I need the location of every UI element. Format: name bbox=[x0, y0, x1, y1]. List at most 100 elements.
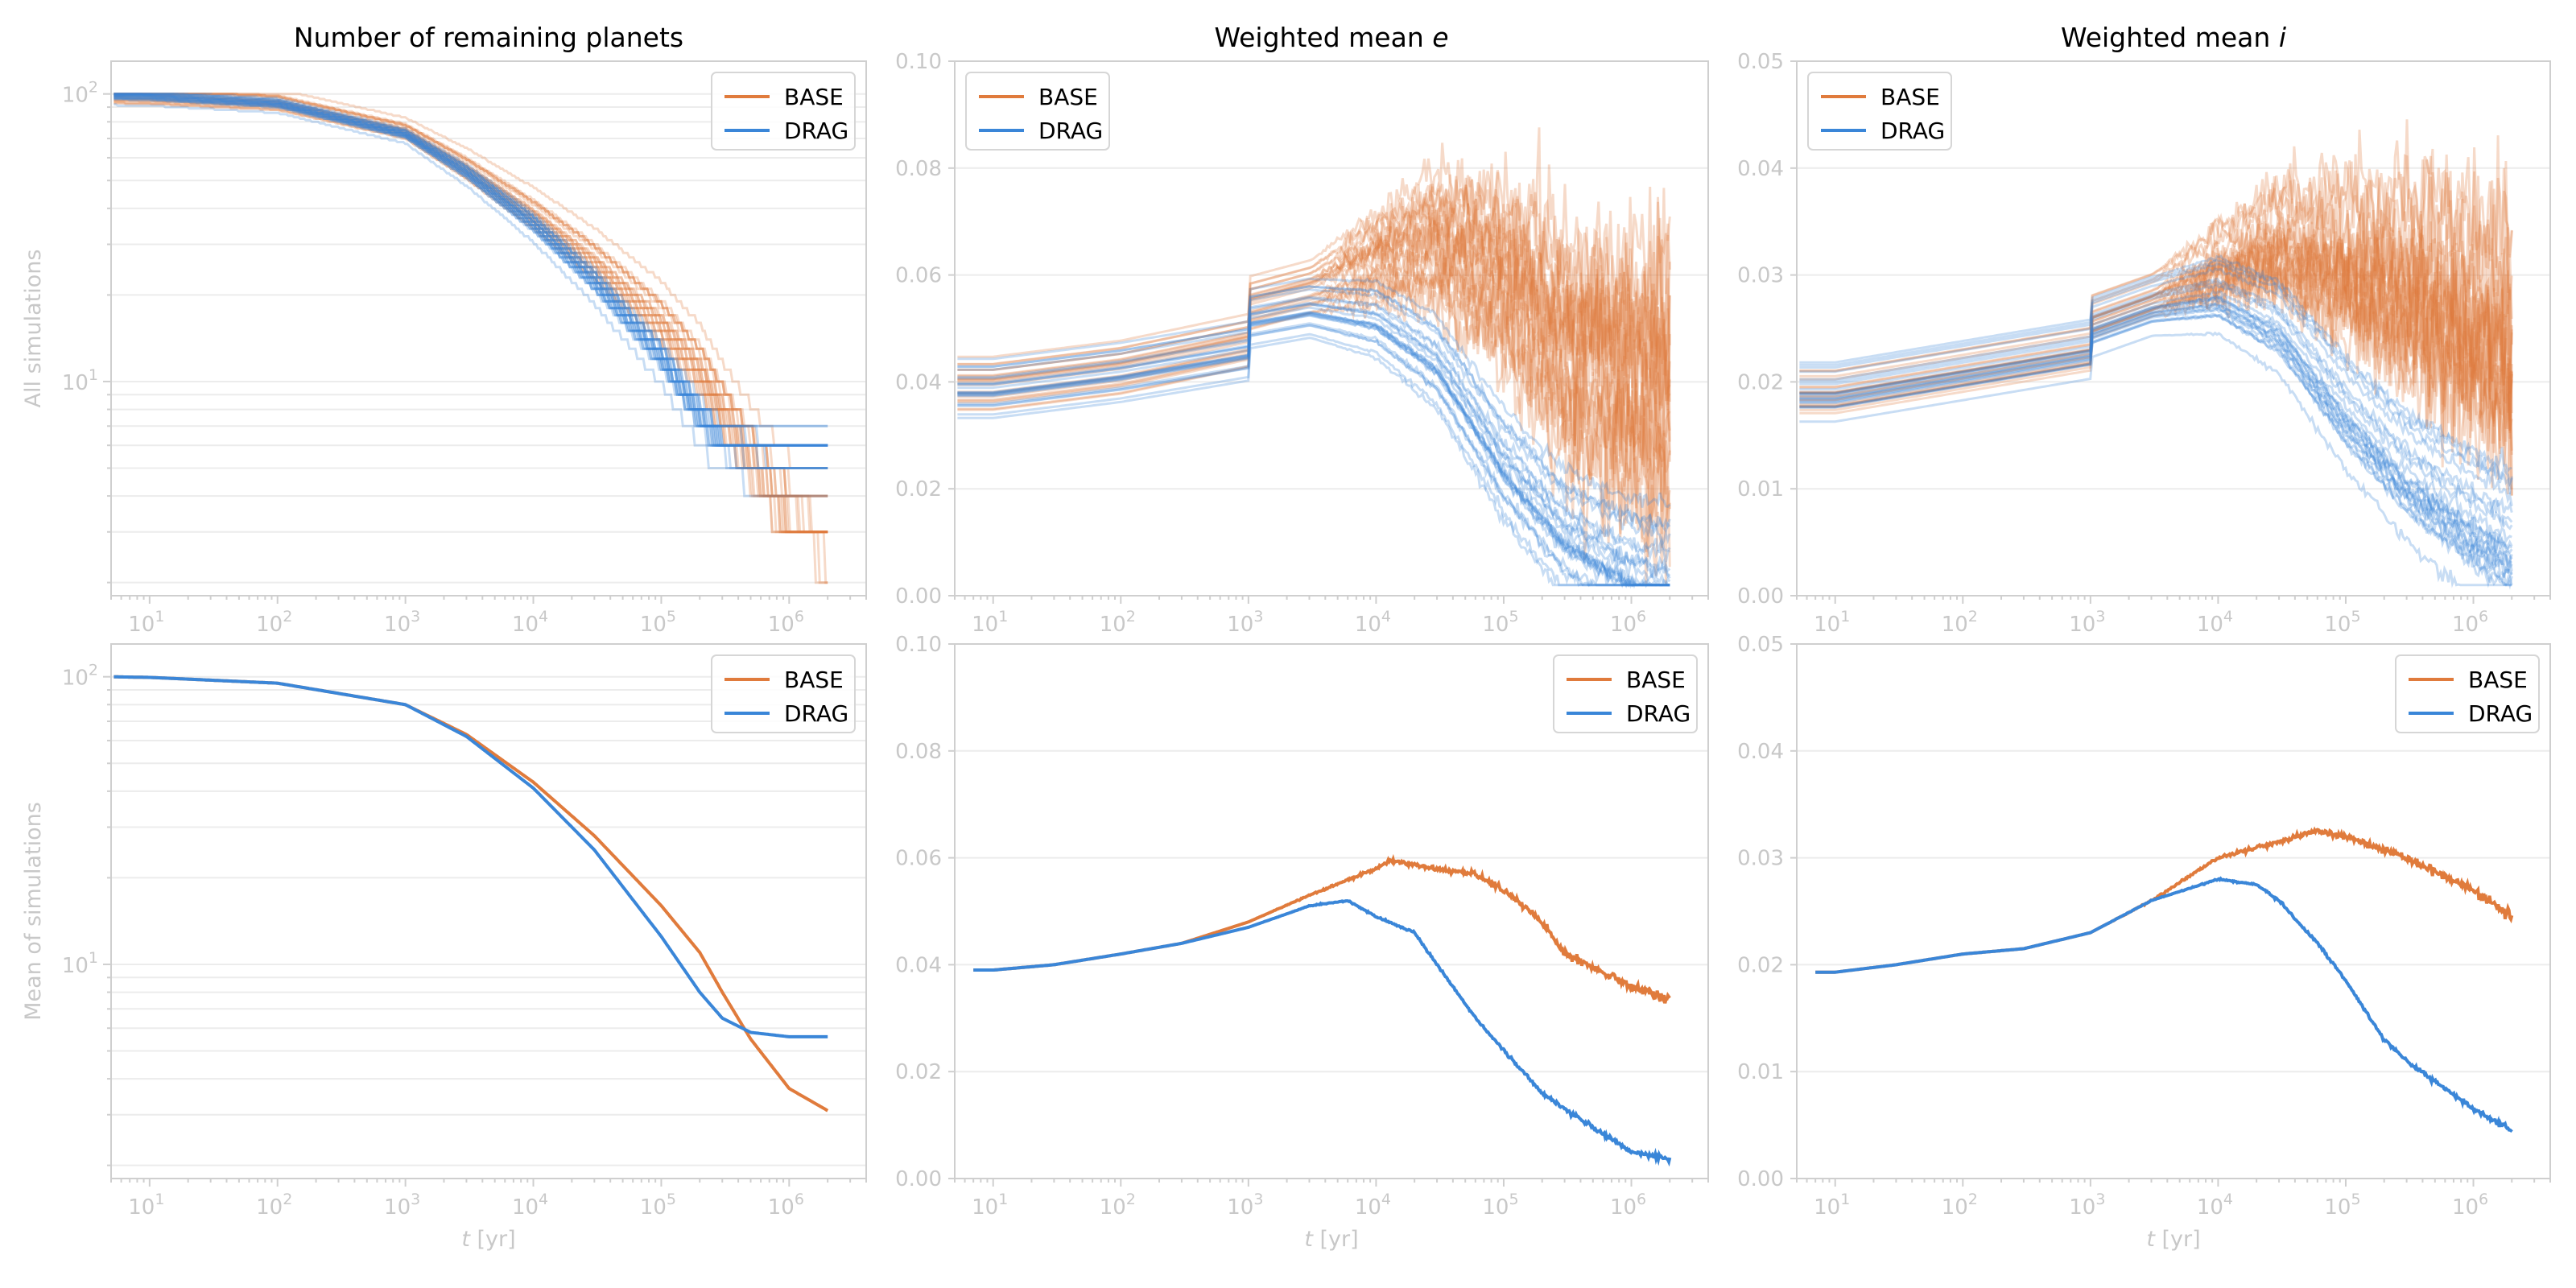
y-tick-label: 0.10 bbox=[895, 633, 942, 657]
run-line-base bbox=[957, 262, 1671, 558]
y-tick-label: 0.04 bbox=[895, 370, 942, 394]
run-line-base bbox=[114, 99, 828, 534]
x-tick-label: 104 bbox=[2197, 1191, 2233, 1220]
y-tick-label: 102 bbox=[62, 662, 98, 691]
x-tick-label: 105 bbox=[640, 608, 676, 637]
run-line-drag bbox=[114, 96, 828, 469]
run-line-drag bbox=[1799, 298, 2513, 560]
legend-label-base: BASE bbox=[1626, 667, 1686, 693]
y-tick-label: 0.08 bbox=[895, 740, 942, 764]
run-line-base bbox=[114, 100, 828, 584]
x-tick-label: 105 bbox=[1482, 1191, 1518, 1220]
grid bbox=[111, 93, 866, 584]
run-line-drag bbox=[114, 93, 828, 427]
plot-frame bbox=[1796, 643, 2551, 1179]
x-tick-label: 101 bbox=[972, 1191, 1008, 1220]
y-tick-label: 0.01 bbox=[1737, 477, 1784, 502]
legend: BASE DRAG bbox=[2395, 654, 2540, 733]
run-line-drag bbox=[957, 301, 1671, 574]
legend-label-drag: DRAG bbox=[1038, 118, 1103, 144]
legend-label-base: BASE bbox=[784, 84, 844, 110]
run-line-base bbox=[114, 93, 828, 534]
run-line-base bbox=[114, 96, 828, 534]
run-line-base bbox=[957, 227, 1671, 468]
plot-area bbox=[973, 853, 1672, 1167]
y-tick-label: 101 bbox=[62, 366, 98, 395]
run-line-drag bbox=[1799, 295, 2513, 554]
panel-title: Number of remaining planets bbox=[294, 22, 683, 53]
run-line-base bbox=[1799, 210, 2513, 394]
run-line-drag bbox=[957, 285, 1671, 534]
x-tick-label: 102 bbox=[1942, 1191, 1978, 1220]
y-axis: 0.00 0.01 0.02 0.03 0.04 0.05 bbox=[1737, 50, 1797, 609]
x-tick-label: 105 bbox=[1482, 608, 1518, 637]
x-axis: 101 102 103 104 105 106 bbox=[110, 1179, 867, 1220]
run-line-base bbox=[1799, 130, 2513, 372]
x-tick-label: 103 bbox=[384, 1191, 420, 1220]
mean-line-base bbox=[1815, 826, 2514, 974]
run-line-drag bbox=[1799, 303, 2512, 574]
run-line-base bbox=[114, 93, 828, 497]
y-tick-label: 0.02 bbox=[1737, 370, 1784, 394]
legend: BASE DRAG bbox=[1553, 654, 1698, 733]
run-line-drag bbox=[957, 303, 1671, 579]
run-line-drag bbox=[114, 93, 828, 447]
run-line-base bbox=[957, 196, 1671, 411]
run-line-drag bbox=[114, 97, 828, 469]
grid bbox=[1797, 749, 2550, 1073]
run-line-drag bbox=[957, 332, 1670, 587]
run-line-drag bbox=[957, 322, 1670, 587]
run-line-drag bbox=[114, 97, 828, 469]
y-axis-label: All simulations bbox=[21, 250, 46, 408]
run-line-drag bbox=[114, 93, 828, 447]
plot-area bbox=[114, 675, 829, 1113]
run-line-base bbox=[957, 234, 1671, 523]
run-line-drag bbox=[1799, 262, 2513, 495]
plot-area bbox=[957, 127, 1671, 589]
y-tick-label: 0.08 bbox=[895, 157, 942, 181]
run-line-base bbox=[114, 101, 828, 584]
plot-area bbox=[114, 93, 828, 584]
run-line-base bbox=[1799, 160, 2513, 381]
x-tick-label: 102 bbox=[1100, 1191, 1136, 1220]
x-tick-label: 102 bbox=[256, 1191, 292, 1220]
plot-frame bbox=[954, 60, 1709, 597]
x-axis-label: t [yr] bbox=[1304, 1227, 1358, 1252]
run-line-drag bbox=[1799, 283, 2513, 530]
y-tick-label: 0.03 bbox=[1737, 847, 1784, 871]
y-axis: 0.00 0.02 0.04 0.06 0.08 0.10 bbox=[895, 50, 955, 609]
run-line-drag bbox=[1799, 331, 2512, 588]
legend-label-base: BASE bbox=[1880, 84, 1940, 110]
x-tick-label: 101 bbox=[1814, 1191, 1850, 1220]
legend-label-drag: DRAG bbox=[1880, 118, 1945, 144]
y-tick-label: 0.00 bbox=[1737, 584, 1784, 609]
panel-title: Weighted mean i bbox=[2061, 22, 2286, 53]
y-axis-label: Mean of simulations bbox=[21, 802, 46, 1021]
y-tick-label: 0.06 bbox=[895, 847, 942, 871]
x-tick-label: 101 bbox=[128, 608, 164, 637]
run-line-drag bbox=[114, 97, 828, 469]
run-line-base bbox=[957, 184, 1671, 407]
run-line-drag bbox=[1799, 294, 2513, 550]
y-tick-label: 0.01 bbox=[1737, 1060, 1784, 1084]
y-tick-label: 0.02 bbox=[1737, 953, 1784, 977]
run-line-drag bbox=[1799, 254, 2512, 477]
run-line-drag bbox=[957, 313, 1670, 587]
y-tick-label: 0.04 bbox=[1737, 157, 1784, 181]
run-line-drag bbox=[1799, 308, 2513, 579]
panel-p11: 101 102 103 104 105 1060.000.020.040.060.080.… bbox=[895, 633, 1709, 1252]
run-line-drag bbox=[1799, 306, 2513, 580]
run-line-base bbox=[1799, 196, 2513, 392]
y-tick-label: 0.00 bbox=[895, 584, 942, 609]
grid bbox=[1797, 167, 2550, 490]
run-line-drag bbox=[114, 93, 828, 447]
run-line-drag bbox=[957, 277, 1671, 509]
run-line-base bbox=[1799, 204, 2513, 496]
run-line-base bbox=[114, 97, 828, 534]
grid bbox=[955, 749, 1708, 1073]
x-tick-label: 104 bbox=[1355, 608, 1391, 637]
run-line-base bbox=[1799, 214, 2513, 441]
run-line-drag bbox=[114, 93, 828, 447]
run-line-drag bbox=[957, 311, 1670, 588]
y-tick-label: 0.03 bbox=[1737, 264, 1784, 288]
